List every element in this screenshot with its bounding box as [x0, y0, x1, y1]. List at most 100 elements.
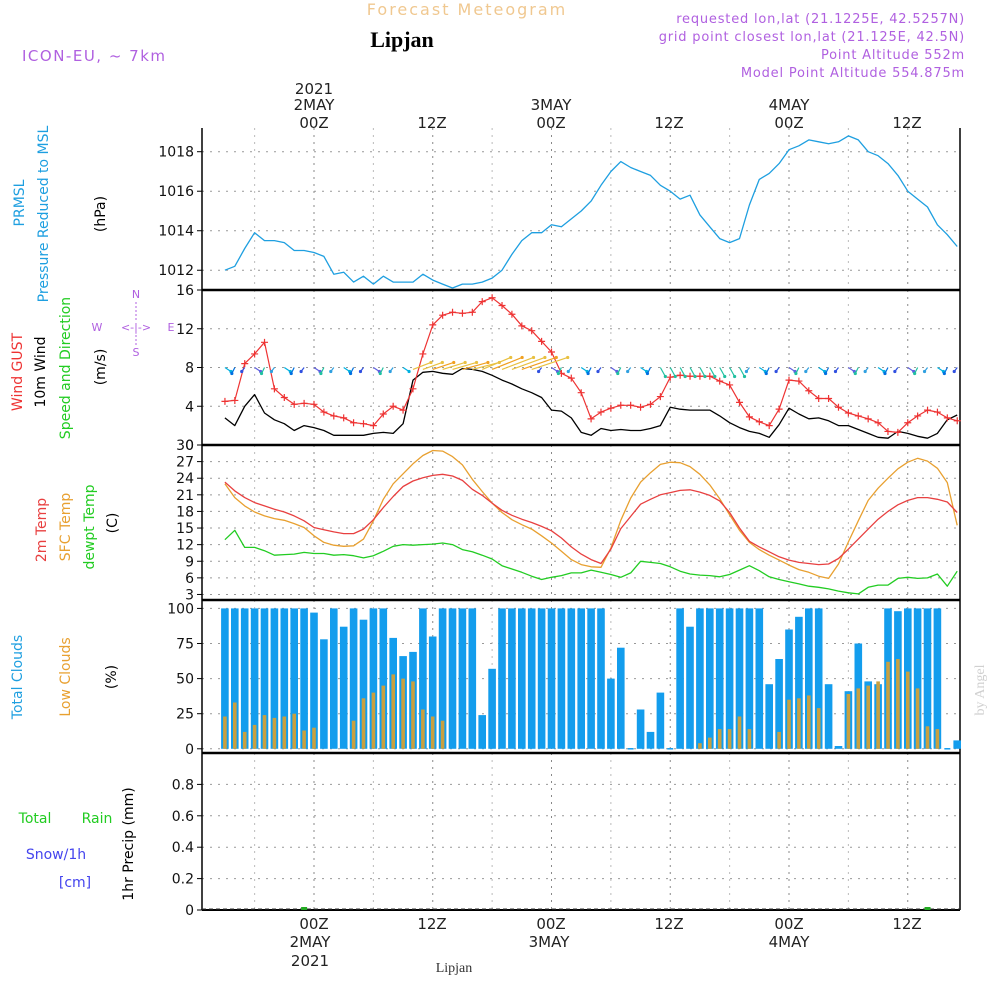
gust-point [330, 412, 338, 420]
total-cloud-bar [735, 608, 744, 749]
p2-label-unit: (m/s) [93, 349, 109, 386]
low-cloud-bar [421, 709, 425, 749]
y-tick-label: 50 [176, 672, 194, 688]
total-cloud-bar [310, 612, 318, 749]
gust-point [933, 408, 941, 416]
wind-arrow-head [883, 371, 887, 376]
gust-point [300, 399, 308, 407]
bottom-tick-6: 12Z [892, 915, 921, 933]
total-cloud-bar [221, 608, 229, 749]
low-cloud-bar [787, 699, 791, 749]
p5-label-precip: 1hr Precip (mm) [121, 787, 137, 900]
wind-arrow-head [407, 369, 411, 374]
y-tick-label: 0.8 [172, 777, 194, 793]
low-cloud-bar [282, 716, 287, 749]
p1-label-prmsl: PRMSL [12, 179, 28, 226]
total-cloud-bar [636, 709, 645, 749]
location-title: Lipjan [370, 27, 434, 52]
gust-point [745, 413, 753, 421]
low-cloud-bar [717, 729, 722, 749]
gust-point [716, 377, 724, 385]
wind-arrow-head [764, 371, 768, 376]
gust-point [904, 419, 912, 427]
gust-point [666, 373, 674, 381]
gust-point [894, 428, 902, 436]
wind-arrow-head [645, 371, 650, 376]
low-cloud-bar [915, 688, 920, 749]
top-date-2: 3MAY [531, 96, 573, 114]
total-cloud-bar [676, 608, 684, 749]
wind-arrow-head [703, 374, 707, 379]
gust-point [221, 397, 229, 405]
total-cloud-bar [478, 715, 486, 749]
total-cloud-bar [725, 608, 734, 749]
gust-point [320, 408, 328, 416]
wind-arrow-head [713, 374, 717, 379]
wind-arrow-head [537, 369, 541, 374]
gust-point [261, 338, 269, 346]
total-cloud-bar [567, 608, 576, 749]
top-tick-5: 00Z [774, 114, 803, 132]
wind-arrow-head [566, 369, 570, 374]
low-cloud-bar [381, 685, 386, 749]
total-cloud-bar [518, 608, 526, 749]
y-tick-label: 75 [176, 637, 194, 653]
wind-arrow-head [596, 369, 600, 374]
top-tick-2: 12Z [417, 114, 446, 132]
gust-point [508, 310, 516, 318]
y-tick-label: 12 [176, 322, 194, 338]
p2-label-wind: 10m Wind [33, 336, 49, 407]
watermark: by Angel [973, 664, 988, 715]
total-cloud-bar [290, 608, 298, 749]
low-cloud-bar [886, 661, 890, 749]
wind-arrow [442, 361, 466, 371]
low-cloud-bar [302, 730, 306, 749]
low-cloud-bar [242, 731, 247, 749]
total-cloud-bar [706, 608, 714, 749]
gust-point [290, 400, 298, 408]
low-cloud-bar [797, 698, 801, 749]
gust-point [538, 337, 546, 345]
wind-arrow-head [289, 371, 293, 376]
wind-arrow-head [922, 369, 927, 374]
total-cloud-bar [458, 608, 467, 749]
wind-arrow-head [673, 374, 677, 379]
low-cloud-bar [876, 681, 880, 749]
wind-arrow-head [474, 360, 479, 365]
gust-point [736, 398, 744, 406]
y-tick-label: 30 [176, 438, 194, 454]
gust-point [350, 419, 358, 427]
top-tick-1: 00Z [299, 114, 328, 132]
total-cloud-bar [814, 608, 823, 749]
wind-arrow [531, 356, 568, 371]
low-cloud-bar [401, 678, 405, 749]
low-cloud-bar [747, 729, 752, 749]
gust-point [419, 350, 427, 358]
sfc-temp-line [224, 449, 958, 580]
y-tick-label: 15 [176, 521, 194, 537]
wind-arrow [679, 367, 686, 377]
chart-title: Forecast Meteogram [367, 0, 567, 19]
wind-arrow [501, 356, 534, 370]
total-cloud-bar [785, 629, 793, 749]
y-tick-label: 16 [176, 283, 194, 299]
low-cloud-bar [411, 681, 415, 749]
total-cloud-bar [547, 608, 556, 749]
total-cloud-bar [617, 647, 625, 749]
top-date-1: 2MAY [294, 96, 336, 114]
total-cloud-bar [607, 678, 615, 749]
low-cloud-bar [233, 702, 237, 749]
total-cloud-bar [260, 608, 269, 749]
wind-arrow-head [230, 371, 234, 376]
wind-arrow-head [853, 371, 857, 376]
p5-label-snow: Snow/1h [26, 847, 86, 863]
wind-arrow [422, 361, 443, 371]
top-date-3: 4MAY [769, 96, 811, 114]
wind-arrow-head [833, 369, 838, 374]
gust-point [953, 417, 961, 425]
model-altitude: Model Point Altitude 554.875m [741, 66, 965, 81]
y-tick-label: 6 [185, 571, 194, 587]
compass-south: S [133, 346, 140, 359]
wind-arrow [481, 356, 511, 370]
